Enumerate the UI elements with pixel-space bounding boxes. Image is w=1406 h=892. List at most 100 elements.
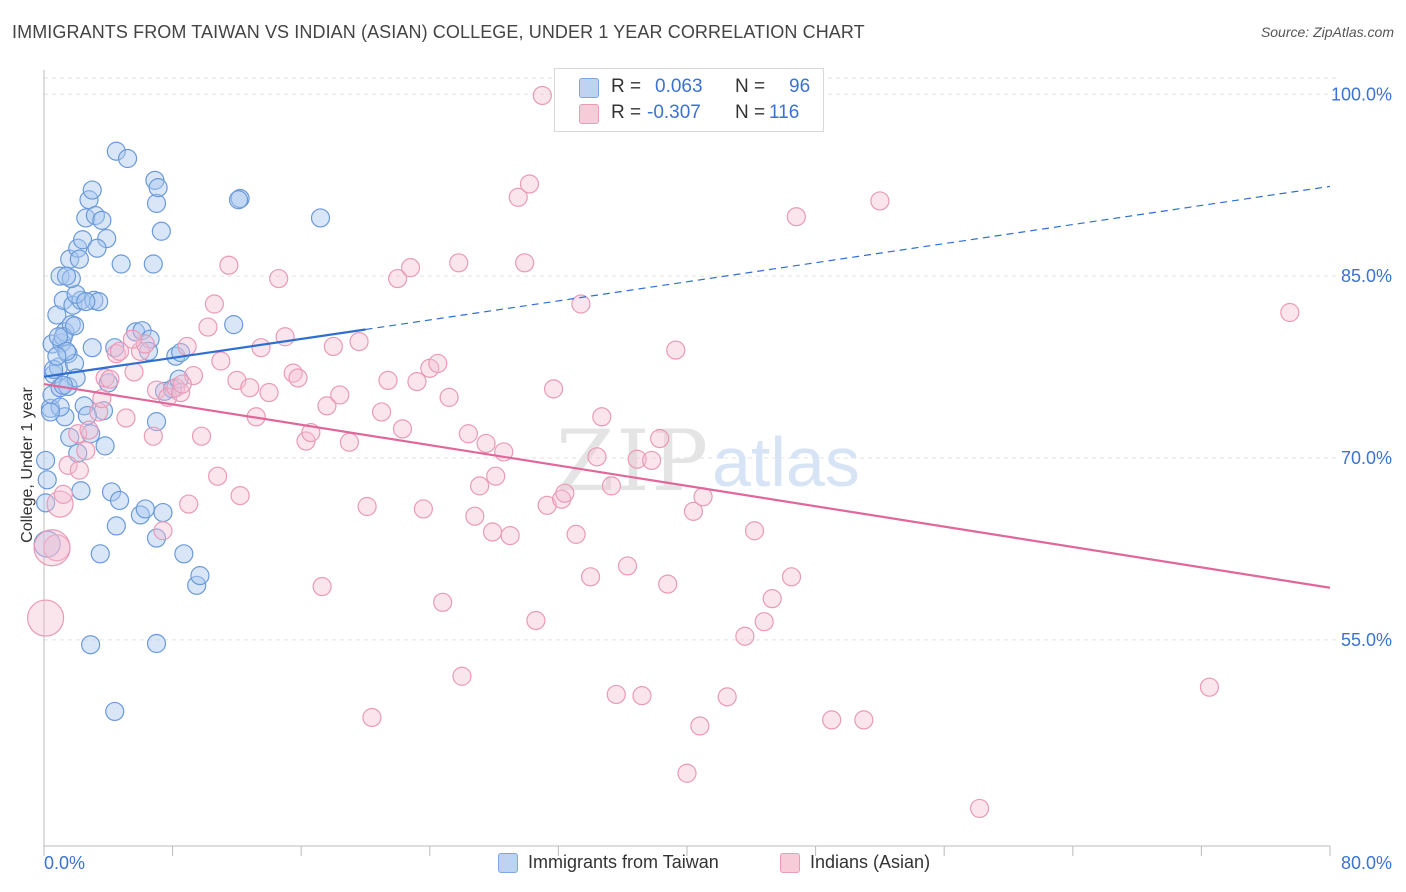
taiwan-point (106, 516, 126, 536)
x-axis-ticks (43, 846, 1331, 856)
indians-point (251, 338, 271, 358)
indians-point (658, 574, 678, 594)
taiwan-point (105, 701, 125, 722)
indians-point (122, 329, 143, 349)
indians-point (116, 408, 136, 428)
legend-n-label: N = (735, 76, 766, 97)
taiwan-point (148, 178, 168, 198)
indians-point (515, 253, 535, 273)
taiwan-point (81, 635, 101, 655)
source-label: Source: ZipAtlas.com (1260, 24, 1394, 40)
stats-legend: R = 0.063 N = 96 R = -0.307 N = 116 (554, 68, 824, 132)
indians-point (69, 460, 89, 480)
taiwan-point (72, 230, 93, 250)
watermark: ZIP atlas (556, 412, 860, 510)
taiwan-point (111, 254, 131, 274)
indians-point (135, 334, 155, 354)
indians-point (177, 336, 197, 357)
indians-point (219, 255, 239, 275)
taiwan-point (47, 346, 67, 366)
taiwan-point (224, 315, 244, 335)
indians-point (388, 268, 408, 289)
indians-point (79, 420, 99, 440)
taiwan-point (230, 188, 250, 209)
bottom-legend-label-indians: Indians (Asian) (810, 852, 931, 872)
indians-point (500, 525, 520, 546)
indians-point (762, 589, 782, 609)
legend-r-value: 0.063 (655, 76, 703, 97)
taiwan-point (146, 528, 167, 548)
watermark-zip: ZIP (556, 412, 710, 510)
taiwan-point (50, 397, 70, 417)
indians-point (76, 441, 96, 461)
indians-point (27, 599, 65, 637)
taiwan-point (64, 316, 85, 336)
taiwan-point (55, 407, 75, 427)
indians-point (330, 385, 350, 405)
bottom-legend-swatch-taiwan (498, 853, 518, 873)
indians-point (400, 258, 421, 278)
indians-point (288, 368, 308, 388)
indians-point (617, 556, 638, 576)
taiwan-point (146, 193, 167, 213)
x-tick-label-max: 80.0% (1341, 853, 1392, 873)
indians-point (870, 191, 890, 211)
indians-point (592, 407, 612, 427)
indians-point (642, 450, 662, 471)
indians-point (153, 521, 173, 541)
chart-title: IMMIGRANTS FROM TAIWAN VS INDIAN (ASIAN)… (12, 22, 865, 42)
trend-lines (43, 185, 1331, 589)
indians-point (323, 336, 343, 357)
indians-point (465, 506, 485, 526)
legend-n-value: 116 (769, 102, 800, 123)
taiwan-point (174, 544, 194, 564)
indians-point (571, 294, 591, 314)
taiwan-point (90, 544, 110, 564)
indians-point (68, 424, 88, 444)
y-tick-label: 100.0% (1331, 84, 1392, 104)
legend-r-value: -0.307 (647, 102, 701, 123)
taiwan-point (56, 341, 77, 361)
indians-point (407, 372, 427, 392)
indians-point (172, 374, 192, 394)
taiwan-point (77, 405, 98, 426)
legend-n-value: 96 (789, 76, 811, 97)
indians-point (555, 483, 575, 503)
taiwan-point (143, 254, 163, 274)
indians-point (690, 716, 710, 736)
indians-point (632, 686, 652, 706)
indians-point (208, 466, 228, 486)
indians-point (786, 207, 806, 227)
taiwan-point (82, 180, 102, 200)
watermark-atlas: atlas (712, 423, 860, 501)
taiwan-point (36, 450, 56, 471)
gridlines (44, 77, 1340, 641)
indians-point (458, 424, 478, 444)
indians-point (508, 187, 528, 207)
indians-point (677, 763, 697, 783)
indians-trend-line (43, 382, 1331, 589)
indians-point (449, 253, 469, 273)
indians-point (339, 432, 360, 452)
indians-point (587, 447, 607, 467)
indians-point (362, 707, 382, 728)
indians-point (601, 476, 622, 496)
indians-point (580, 567, 601, 587)
indians-point (371, 402, 392, 422)
indians-point (717, 687, 737, 707)
taiwan-point (76, 291, 96, 312)
taiwan-point (66, 284, 86, 304)
indians-point (476, 433, 496, 454)
taiwan-point (40, 402, 61, 422)
taiwan-trend-extension (365, 185, 1331, 331)
y-tick-label: 55.0% (1341, 630, 1392, 650)
y-tick-label: 85.0% (1341, 266, 1392, 286)
indians-point (650, 429, 670, 449)
taiwan-point (146, 633, 167, 654)
legend-swatch-indians (579, 104, 599, 124)
indians-point (822, 710, 842, 730)
indians-point (204, 294, 224, 314)
taiwan-point (154, 381, 175, 401)
indians-point (781, 567, 802, 587)
taiwan-point (190, 566, 210, 586)
